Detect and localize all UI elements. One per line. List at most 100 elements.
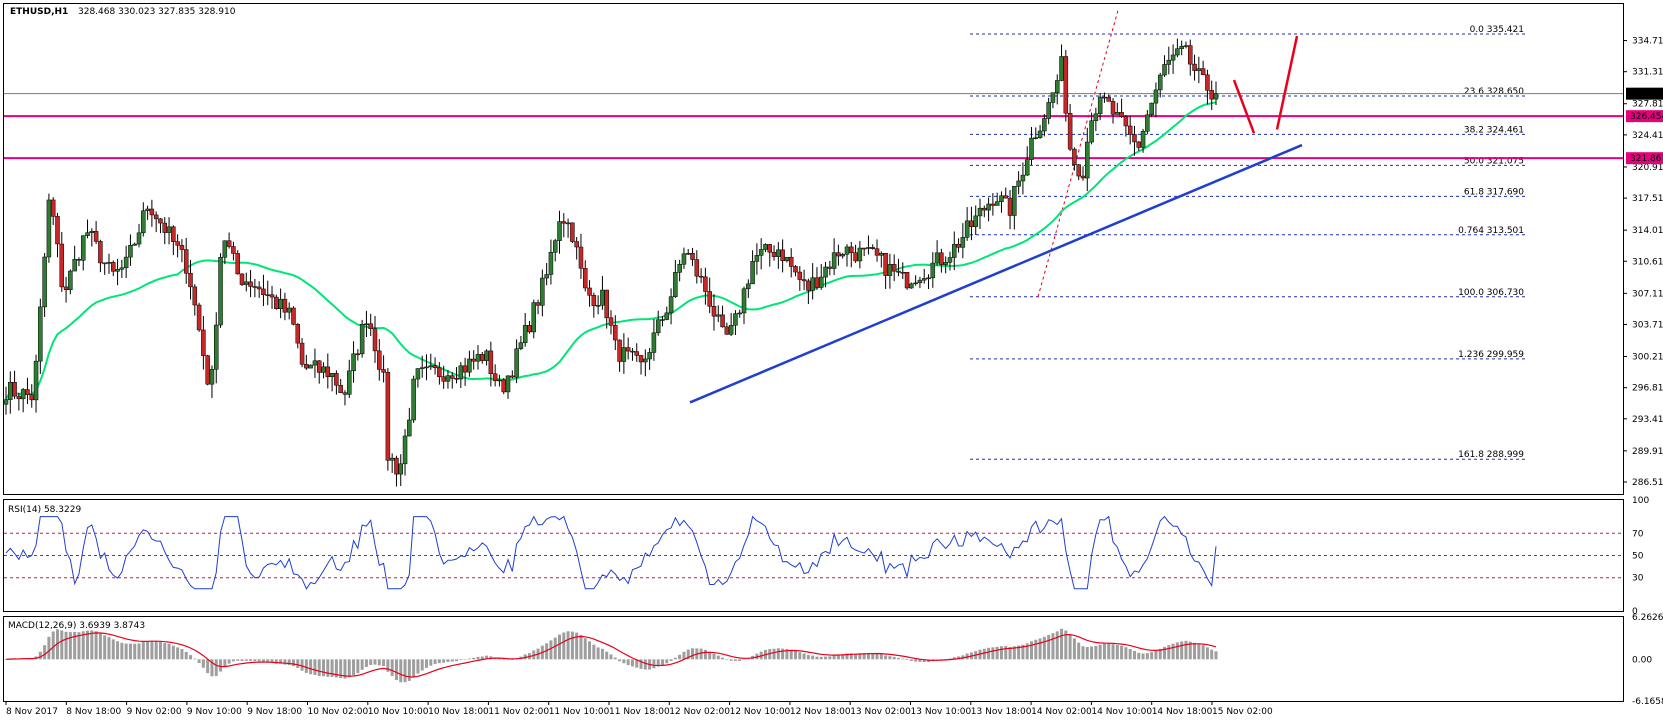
bearish-candle — [261, 288, 266, 296]
bearish-candle — [25, 389, 30, 395]
fib-level-label: 100.0 306.730 — [1458, 288, 1524, 298]
macd-histogram-bar — [133, 643, 137, 660]
bullish-candle — [733, 313, 738, 326]
macd-histogram-bar — [798, 652, 802, 660]
macd-histogram-bar — [570, 631, 574, 660]
bearish-candle — [1072, 148, 1077, 165]
macd-histogram-bar — [665, 659, 669, 664]
time-tick-label: 9 Nov 18:00 — [247, 707, 302, 717]
macd-histogram-bar — [472, 657, 476, 660]
bearish-candle — [274, 296, 279, 309]
bullish-candle — [329, 373, 335, 378]
bearish-candle — [853, 252, 858, 262]
macd-histogram-bar — [184, 651, 188, 660]
bearish-candle — [471, 358, 476, 362]
bullish-candle — [419, 367, 425, 369]
macd-histogram-bar — [999, 646, 1003, 660]
trend-line — [689, 143, 1303, 404]
price-tick-label: 289.910 — [1632, 447, 1663, 457]
bullish-candle — [840, 254, 845, 257]
fib-level-label: 61.8 317.690 — [1464, 187, 1524, 197]
macd-histogram-bar — [819, 656, 823, 660]
bullish-candle — [1020, 174, 1026, 182]
bearish-candle — [690, 253, 695, 260]
macd-histogram-bar — [150, 640, 154, 660]
macd-histogram-bar — [270, 659, 274, 663]
macd-histogram-bar — [68, 632, 72, 660]
macd-histogram-bar — [81, 631, 85, 660]
bearish-candle — [870, 247, 875, 249]
macd-histogram-bar — [849, 653, 853, 660]
bullish-candle — [278, 298, 283, 309]
macd-histogram-bar — [1141, 653, 1145, 660]
macd-histogram-bar — [77, 632, 81, 660]
bullish-candle — [72, 259, 77, 272]
bullish-candle — [85, 232, 90, 236]
macd-histogram-bar — [467, 658, 471, 660]
time-tick-label: 15 Nov 02:00 — [1212, 707, 1273, 717]
macd-histogram-bar — [824, 656, 828, 660]
macd-histogram-bar — [124, 643, 128, 660]
macd-histogram-bar — [1188, 641, 1192, 660]
bearish-candle — [63, 286, 69, 290]
bearish-candle — [703, 276, 708, 292]
bullish-candle — [655, 319, 661, 334]
bearish-candle — [561, 221, 567, 224]
bullish-candle — [312, 360, 318, 366]
macd-histogram-bar — [322, 659, 326, 677]
bearish-candle — [617, 339, 622, 362]
macd-histogram-bar — [1158, 648, 1162, 660]
bearish-candle — [12, 381, 17, 397]
bullish-candle — [844, 246, 850, 255]
macd-histogram-bar — [424, 659, 428, 668]
bullish-candle — [930, 262, 936, 279]
bearish-candle — [55, 216, 60, 245]
fib-level-label: 50.0 321.075 — [1464, 156, 1524, 166]
bullish-candle — [145, 208, 150, 212]
bullish-candle — [458, 365, 464, 380]
macd-histogram-bar — [1012, 646, 1016, 660]
macd-histogram-bar — [189, 655, 193, 660]
price-tick-label: 334.710 — [1632, 37, 1663, 47]
bullish-candle — [46, 199, 52, 258]
bearish-candle — [904, 272, 910, 289]
macd-histogram-bar — [43, 645, 47, 660]
macd-histogram-bar — [858, 653, 862, 660]
bearish-candle — [827, 266, 833, 269]
macd-histogram-bar — [1171, 643, 1175, 660]
rsi-tick-label: 100 — [1632, 496, 1649, 506]
bullish-candle — [977, 207, 983, 217]
macd-histogram-bar — [304, 659, 308, 673]
bearish-candle — [836, 252, 841, 257]
price-tick-label: 324.410 — [1632, 131, 1663, 141]
macd-signal-line — [5, 632, 1217, 678]
bullish-candle — [218, 257, 223, 326]
bullish-candle — [565, 222, 571, 225]
bullish-candle — [973, 215, 978, 227]
macd-histogram-bar — [609, 654, 613, 660]
bearish-candle — [377, 350, 382, 370]
time-tick-label: 14 Nov 02:00 — [1031, 707, 1092, 717]
macd-histogram-bar — [364, 659, 368, 667]
bearish-candle — [630, 350, 635, 353]
bearish-candle — [149, 208, 155, 216]
macd-histogram-bar — [802, 653, 806, 660]
bullish-candle — [784, 256, 790, 262]
bullish-candle — [115, 269, 120, 272]
macd-histogram-bar — [201, 659, 205, 668]
macd-histogram-bar — [227, 659, 231, 664]
bullish-candle — [445, 375, 451, 382]
price-tick-label: 300.210 — [1632, 353, 1663, 363]
bullish-candle — [647, 352, 652, 360]
macd-histogram-bar — [1115, 644, 1119, 660]
macd-histogram-bar — [613, 657, 617, 660]
bearish-candle — [269, 294, 275, 298]
bullish-candle — [964, 220, 970, 238]
macd-histogram-bar — [618, 659, 622, 662]
bullish-candle — [1042, 118, 1047, 132]
fib-anchor-line — [1037, 10, 1119, 297]
macd-histogram-bar — [120, 642, 124, 660]
macd-histogram-bar — [1047, 634, 1051, 660]
macd-histogram-bar — [733, 659, 737, 661]
bearish-candle — [192, 286, 198, 306]
